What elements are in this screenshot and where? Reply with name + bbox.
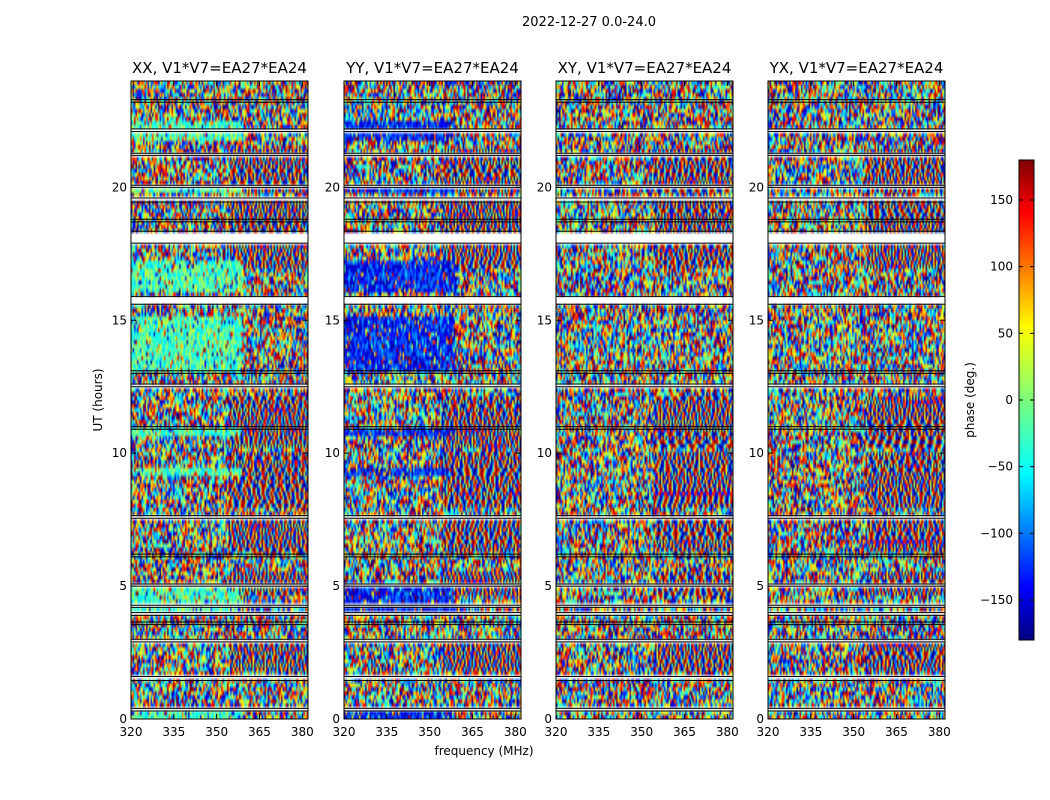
panel-2-frame xyxy=(343,80,522,720)
x-tick-label: 320 xyxy=(120,725,143,739)
panel-4-title: YX, V1*V7=EA27*EA24 xyxy=(769,59,944,77)
y-tick-label: 5 xyxy=(119,579,127,593)
x-tick-label: 335 xyxy=(587,725,610,739)
y-tick-label: 0 xyxy=(332,712,340,726)
y-tick-label: 15 xyxy=(537,313,552,327)
y-tick-label: 10 xyxy=(325,446,340,460)
panel-4-frame xyxy=(767,80,946,720)
y-axis-label: UT (hours) xyxy=(91,368,105,431)
y-tick-label: 15 xyxy=(112,313,127,327)
y-tick-label: 0 xyxy=(119,712,127,726)
panel-1-heatmap xyxy=(131,81,308,719)
panel-1-frame xyxy=(130,80,309,720)
y-tick-label: 15 xyxy=(325,313,340,327)
colorbar-label: phase (deg.) xyxy=(963,362,977,438)
x-tick-label: 320 xyxy=(545,725,568,739)
y-tick-label: 20 xyxy=(749,180,764,194)
x-tick-label: 320 xyxy=(757,725,780,739)
x-tick-label: 365 xyxy=(885,725,908,739)
y-tick-label: 20 xyxy=(325,180,340,194)
figure-title: 2022-12-27 0.0-24.0 xyxy=(522,15,656,30)
x-tick-label: 365 xyxy=(673,725,696,739)
y-tick-label: 20 xyxy=(112,180,127,194)
y-tick-label: 20 xyxy=(537,180,552,194)
colorbar-tick-label: −150 xyxy=(980,593,1013,607)
x-tick-label: 380 xyxy=(716,725,739,739)
colorbar-tick-label: −100 xyxy=(980,526,1013,540)
panels-group: XX, V1*V7=EA27*EA24 320 335 350 365 380 0 5 10 15… xyxy=(112,59,951,739)
panel-2-heatmap xyxy=(344,81,521,719)
x-axis-label: frequency (MHz) xyxy=(434,744,533,758)
y-tick-label: 0 xyxy=(544,712,552,726)
x-tick-label: 365 xyxy=(248,725,271,739)
y-tick-label: 5 xyxy=(544,579,552,593)
colorbar: 150 100 50 0 −50 −100 −150 phase (deg.) xyxy=(963,159,1035,641)
panel-4: YX, V1*V7=EA27*EA24 320 335 350 365 380 0 5 10 15… xyxy=(749,59,951,739)
colorbar-tick-label: 0 xyxy=(1005,393,1013,407)
colorbar-tick-label: 100 xyxy=(990,260,1013,274)
panel-1: XX, V1*V7=EA27*EA24 320 335 350 365 380 0 5 10 15… xyxy=(112,59,314,739)
panel-3: XY, V1*V7=EA27*EA24 320 335 350 365 380 0 5 10 15… xyxy=(537,59,739,739)
colorbar-tick-label: 150 xyxy=(990,193,1013,207)
x-tick-label: 350 xyxy=(205,725,228,739)
x-tick-label: 350 xyxy=(418,725,441,739)
x-tick-label: 380 xyxy=(928,725,951,739)
x-tick-label: 335 xyxy=(375,725,398,739)
y-tick-label: 5 xyxy=(332,579,340,593)
x-tick-label: 365 xyxy=(461,725,484,739)
y-tick-label: 0 xyxy=(756,712,764,726)
panel-4-heatmap xyxy=(768,81,945,719)
x-tick-label: 380 xyxy=(504,725,527,739)
colorbar-ticks: 150 100 50 0 −50 −100 −150 xyxy=(980,193,1034,607)
y-tick-label: 15 xyxy=(749,313,764,327)
colorbar-tick-label: −50 xyxy=(988,460,1013,474)
y-tick-label: 10 xyxy=(749,446,764,460)
panel-3-title: XY, V1*V7=EA27*EA24 xyxy=(558,59,732,77)
panel-2: YY, V1*V7=EA27*EA24 320 335 350 365 380 0 5 10 15… xyxy=(325,59,527,739)
x-tick-label: 350 xyxy=(842,725,865,739)
x-tick-label: 320 xyxy=(333,725,356,739)
panel-3-frame xyxy=(555,80,734,720)
y-tick-label: 10 xyxy=(537,446,552,460)
panel-1-title: XX, V1*V7=EA27*EA24 xyxy=(132,59,307,77)
panel-2-title: YY, V1*V7=EA27*EA24 xyxy=(345,59,519,77)
x-tick-label: 380 xyxy=(291,725,314,739)
panel-3-heatmap xyxy=(556,81,733,719)
y-tick-label: 10 xyxy=(112,446,127,460)
y-tick-label: 5 xyxy=(756,579,764,593)
x-tick-label: 350 xyxy=(630,725,653,739)
x-tick-label: 335 xyxy=(799,725,822,739)
colorbar-tick-label: 50 xyxy=(998,326,1013,340)
x-tick-label: 335 xyxy=(162,725,185,739)
